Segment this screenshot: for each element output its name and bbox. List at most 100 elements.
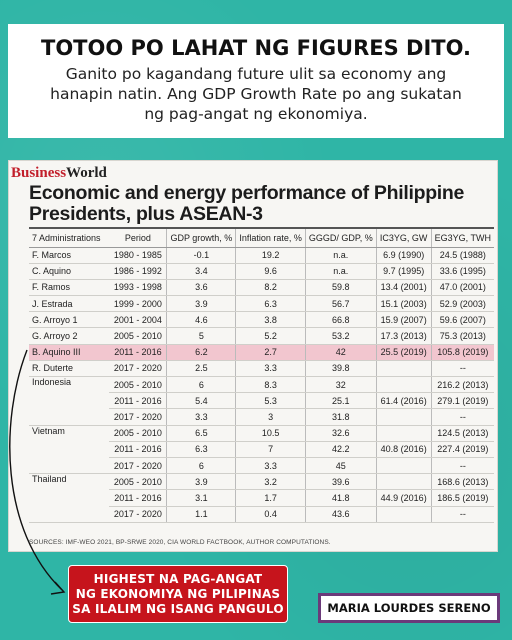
- debt-cell: 42: [304, 344, 377, 361]
- highlight-callout: HIGHEST NA PAG-ANGAT NG EKONOMIYA NG PIL…: [68, 565, 288, 623]
- debt-cell: 66.8: [304, 311, 377, 329]
- ic-cell: [375, 473, 432, 491]
- inflation-cell: 8.3: [235, 375, 306, 394]
- period-cell: 2005 - 2010: [109, 424, 167, 442]
- country-cell: Thailand: [29, 473, 110, 523]
- period-cell: 2017 - 2020: [109, 457, 167, 475]
- period-cell: 2011 - 2016: [109, 441, 167, 458]
- period-cell: 2017 - 2020: [109, 408, 167, 426]
- businessworld-logo: BusinessWorld: [11, 165, 107, 181]
- eg-cell: --: [430, 360, 494, 378]
- sources-note: SOURCES: IMF-WEO 2021, BP-SRWE 2020, CIA…: [29, 539, 331, 546]
- table-row: 2011 - 2016 6.3 7 42.2 40.8 (2016) 227.4 (201…: [29, 441, 494, 458]
- eg-cell: 47.0 (2001): [430, 279, 494, 297]
- header-card: TOTOO PO LAHAT NG FIGURES DITO. Ganito p…: [8, 24, 504, 138]
- inflation-cell: 3.3: [235, 457, 306, 475]
- article-clipping: BusinessWorld Economic and energy perfor…: [8, 160, 498, 552]
- inflation-cell: 2.7: [235, 344, 306, 361]
- inflation-cell: 3: [235, 408, 306, 426]
- table-row: G. Arroyo 1 2001 - 2004 4.6 3.8 66.8 15.9 (20…: [29, 311, 494, 329]
- gdp-cell: 6.3: [166, 441, 236, 458]
- period-cell: 2011 - 2016: [109, 392, 167, 410]
- debt-cell: 43.6: [304, 506, 377, 523]
- period-cell: 2005 - 2010: [109, 375, 167, 394]
- ic-cell: [375, 360, 432, 378]
- debt-cell: 31.8: [304, 408, 377, 426]
- subtext: Ganito po kagandang future ulit sa econo…: [50, 65, 462, 123]
- ic-cell: 9.7 (1995): [375, 263, 432, 280]
- gdp-cell: 6: [166, 457, 236, 475]
- gdp-cell: 5.4: [166, 392, 236, 410]
- col-header-eg: EG3YG, TWH: [430, 229, 494, 248]
- inflation-cell: 8.2: [235, 279, 306, 297]
- ic-cell: 40.8 (2016): [375, 441, 432, 458]
- callout-line-1: HIGHEST NA PAG-ANGAT: [93, 572, 263, 586]
- ic-cell: 17.3 (2013): [375, 327, 432, 345]
- title-divider: [29, 227, 494, 229]
- gdp-cell: 2.5: [166, 360, 236, 378]
- debt-cell: n.a.: [304, 263, 377, 280]
- debt-cell: 56.7: [304, 295, 377, 313]
- admin-name-cell: G. Arroyo 1: [29, 311, 110, 329]
- callout-line-2: NG EKONOMIYA NG PILIPINAS: [75, 587, 281, 601]
- eg-cell: 52.9 (2003): [430, 295, 494, 313]
- table-row: J. Estrada 1999 - 2000 3.9 6.3 56.7 15.1 (200…: [29, 295, 494, 313]
- debt-cell: 59.8: [304, 279, 377, 297]
- ic-cell: 15.9 (2007): [375, 311, 432, 329]
- table-row: G. Arroyo 2 2005 - 2010 5 5.2 53.2 17.3 (2013…: [29, 327, 494, 345]
- ic-cell: 15.1 (2003): [375, 295, 432, 313]
- table-row: 2017 - 2020 3.3 3 31.8 --: [29, 408, 494, 426]
- table-row: B. Aquino III 2011 - 2016 6.2 2.7 42 25.5 (20…: [29, 344, 494, 361]
- period-cell: 2001 - 2004: [109, 311, 167, 329]
- inflation-cell: 0.4: [235, 506, 306, 523]
- admin-name-cell: F. Ramos: [29, 279, 110, 297]
- ic-cell: [375, 375, 432, 394]
- debt-cell: 42.2: [304, 441, 377, 458]
- debt-cell: 39.8: [304, 360, 377, 378]
- col-header-period: Period: [109, 229, 167, 248]
- gdp-cell: -0.1: [166, 247, 236, 264]
- col-header-gdp: GDP growth, %: [166, 229, 236, 248]
- col-header-ic: IC3YG, GW: [375, 229, 432, 248]
- eg-cell: 24.5 (1988): [430, 247, 494, 264]
- eg-cell: 33.6 (1995): [430, 263, 494, 280]
- gdp-cell: 4.6: [166, 311, 236, 329]
- period-cell: 2011 - 2016: [109, 489, 167, 507]
- period-cell: 1980 - 1985: [109, 247, 167, 264]
- inflation-cell: 3.8: [235, 311, 306, 329]
- headline: TOTOO PO LAHAT NG FIGURES DITO.: [41, 36, 471, 60]
- performance-table: 7 Administrations Period GDP growth, % I…: [29, 229, 494, 523]
- inflation-cell: 3.3: [235, 360, 306, 378]
- period-cell: 2017 - 2020: [109, 360, 167, 378]
- debt-cell: 39.6: [304, 473, 377, 491]
- inflation-cell: 1.7: [235, 489, 306, 507]
- period-cell: 2005 - 2010: [109, 473, 167, 491]
- debt-cell: 45: [304, 457, 377, 475]
- gdp-cell: 5: [166, 327, 236, 345]
- table-header-row: 7 Administrations Period GDP growth, % I…: [29, 229, 494, 248]
- debt-cell: n.a.: [304, 247, 377, 264]
- ic-cell: 6.9 (1990): [375, 247, 432, 264]
- inflation-cell: 5.3: [235, 392, 306, 410]
- inflation-cell: 3.2: [235, 473, 306, 491]
- debt-cell: 32: [304, 375, 377, 394]
- ic-cell: [375, 408, 432, 426]
- eg-cell: --: [430, 457, 494, 475]
- admin-name-cell: G. Arroyo 2: [29, 327, 110, 345]
- table-row: Vietnam 2005 - 2010 6.5 10.5 32.6 124.5 (2013…: [29, 424, 494, 475]
- gdp-cell: 3.9: [166, 295, 236, 313]
- gdp-cell: 6: [166, 375, 236, 394]
- table-row: R. Duterte 2017 - 2020 2.5 3.3 39.8 --: [29, 360, 494, 378]
- table-row: C. Aquino 1986 - 1992 3.4 9.6 n.a. 9.7 (1995)…: [29, 263, 494, 280]
- author-label: MARIA LOURDES SERENO: [318, 593, 500, 623]
- eg-cell: --: [430, 506, 494, 523]
- article-title: Economic and energy performance of Phili…: [29, 182, 465, 225]
- table-body: F. Marcos 1980 - 1985 -0.1 19.2 n.a. 6.9 (199…: [29, 247, 494, 523]
- debt-cell: 32.6: [304, 424, 377, 442]
- eg-cell: --: [430, 408, 494, 426]
- gdp-cell: 6.5: [166, 424, 236, 442]
- ic-cell: 25.5 (2019): [375, 344, 432, 361]
- table-row: 2017 - 2020 1.1 0.4 43.6 --: [29, 506, 494, 523]
- country-cell: Vietnam: [29, 424, 110, 475]
- ic-cell: 13.4 (2001): [375, 279, 432, 297]
